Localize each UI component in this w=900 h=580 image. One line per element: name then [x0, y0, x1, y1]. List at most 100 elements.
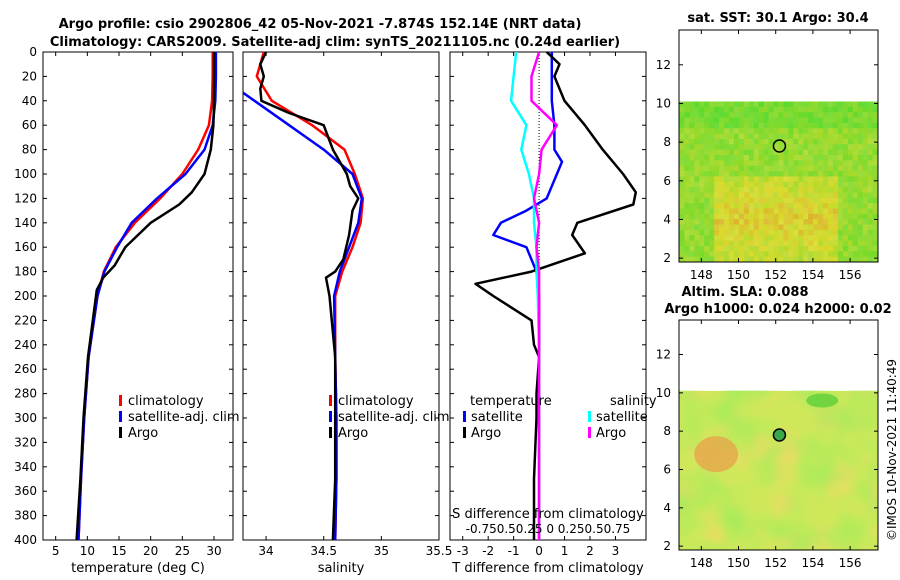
sst-cell	[704, 192, 710, 199]
sst-cell	[689, 160, 695, 167]
sst-cell	[788, 106, 794, 113]
sst-cell	[852, 256, 859, 263]
sst-cell	[689, 171, 695, 177]
sst-cell	[788, 144, 794, 151]
sst-cell	[729, 219, 735, 225]
sst-cell	[684, 122, 690, 129]
sst-cell	[773, 219, 779, 225]
sst-cell	[808, 251, 814, 258]
sst-cell	[852, 245, 859, 252]
sst-cell	[768, 208, 774, 215]
sst-cell	[837, 224, 844, 231]
sst-cell	[733, 229, 740, 236]
sst-cell	[679, 176, 685, 183]
legend-swatch-argo	[329, 427, 332, 438]
sst-cell	[808, 138, 814, 145]
sst-cell	[793, 187, 799, 193]
sst-cell	[714, 117, 720, 124]
sst-cell	[724, 171, 730, 177]
sst-cell	[763, 160, 769, 167]
sst-cell	[753, 133, 760, 140]
sst-cell	[828, 240, 834, 247]
sst-cell	[748, 176, 755, 183]
sst-cell	[758, 171, 765, 177]
sst-cell	[733, 160, 740, 167]
sst-cell	[733, 101, 740, 108]
sst-cell	[803, 208, 809, 215]
sst-cell	[867, 203, 873, 209]
sst-cell	[852, 224, 859, 231]
sst-cell	[852, 128, 859, 135]
sst-cell	[847, 213, 854, 220]
sst-cell	[862, 219, 868, 225]
sst-cell	[778, 203, 784, 209]
sst-cell	[823, 245, 829, 252]
sst-cell	[733, 187, 740, 193]
sst-cell	[709, 122, 715, 129]
sst-cell	[808, 229, 814, 236]
sst-cell	[852, 155, 859, 161]
sst-cell	[743, 117, 750, 124]
sst-cell	[729, 171, 735, 177]
sst-cell	[684, 144, 690, 151]
sst-cell	[743, 192, 750, 199]
map-x-tick-label: 150	[727, 268, 750, 282]
sst-cell	[763, 235, 769, 242]
sst-cell	[783, 101, 789, 108]
sst-cell	[709, 187, 715, 193]
sst-cell	[842, 208, 849, 215]
sst-cell	[857, 106, 864, 113]
sst-cell	[813, 144, 819, 151]
sst-cell	[852, 117, 859, 124]
legend-s-satellite: satellite	[596, 410, 648, 425]
sst-cell	[867, 176, 873, 183]
sst-cell	[748, 122, 755, 129]
y-tick-label: 120	[14, 191, 37, 205]
sst-cell	[733, 138, 740, 145]
sst-cell	[857, 101, 864, 108]
sst-cell	[709, 149, 715, 156]
sst-cell	[729, 208, 735, 215]
sst-cell	[689, 122, 695, 129]
x-tick-label: 10	[80, 544, 95, 558]
sst-cell	[684, 133, 690, 140]
series-line-s-argo	[530, 52, 559, 540]
sst-cell	[872, 144, 878, 151]
sst-cell	[704, 144, 710, 151]
sst-cell	[768, 197, 774, 204]
sst-cell	[778, 160, 784, 167]
sst-cell	[818, 101, 824, 108]
sst-cell	[724, 187, 730, 193]
sst-cell	[857, 219, 864, 225]
sst-cell	[699, 219, 705, 225]
sst-cell	[837, 208, 844, 215]
sst-cell	[862, 192, 868, 199]
sst-cell	[733, 192, 740, 199]
sst-cell	[684, 138, 690, 145]
sst-cell	[832, 138, 839, 145]
sst-cell	[818, 155, 824, 161]
sst-cell	[719, 208, 725, 215]
sst-cell	[828, 181, 834, 188]
sst-cell	[719, 133, 725, 140]
sst-cell	[709, 112, 715, 118]
sst-cell	[778, 192, 784, 199]
sst-cell	[803, 144, 809, 151]
sst-cell	[798, 128, 804, 135]
y-tick-label: 200	[14, 289, 37, 303]
sst-cell	[793, 101, 799, 108]
sst-cell	[733, 208, 740, 215]
map-x-tick-label: 148	[690, 268, 713, 282]
sst-cell	[699, 106, 705, 113]
sst-cell	[733, 133, 740, 140]
sst-cell	[733, 256, 740, 263]
sst-cell	[699, 122, 705, 129]
sst-cell	[738, 203, 745, 209]
sst-cell	[714, 181, 720, 188]
sst-cell	[872, 208, 878, 215]
sst-cell	[748, 112, 755, 118]
sst-cell	[842, 256, 849, 263]
sst-cell	[773, 197, 779, 204]
sst-cell	[724, 229, 730, 236]
sst-cell	[724, 117, 730, 124]
